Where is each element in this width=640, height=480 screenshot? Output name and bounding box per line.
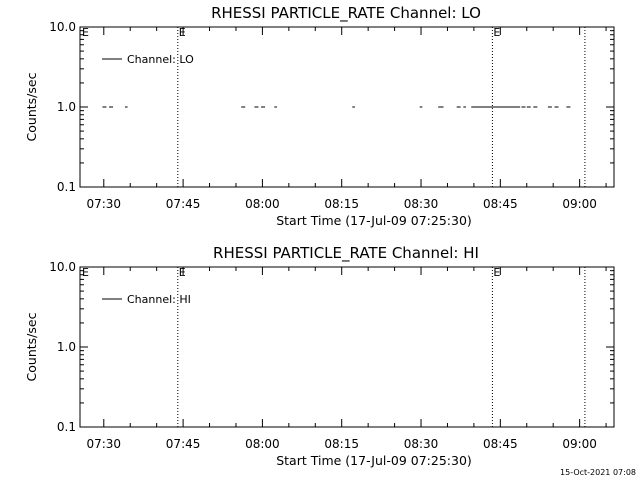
panel2-x-axis-label: Start Time (17-Jul-09 07:25:30) [276,453,472,468]
panel1-x-tick-label: 08:00 [245,197,280,211]
panel1-x-tick-label: 07:30 [86,197,121,211]
panel1-y-tick-label: 1.0 [57,100,76,114]
panel2-legend-label: Channel: HI [127,293,191,306]
panel1-legend-label: Channel: LO [127,53,194,66]
panel1-event-marker-label: E [493,26,500,39]
panel2-x-tick-label: 08:15 [324,437,359,451]
panel2-title: RHESSI PARTICLE_RATE Channel: HI [213,244,479,263]
panel1-title: RHESSI PARTICLE_RATE Channel: LO [211,4,481,23]
panel2-event-marker-label: E [179,266,186,279]
panel1-y-tick-label: 10.0 [49,20,76,34]
panel2-x-tick-label: 09:00 [562,437,597,451]
panel1-x-tick-label: 07:45 [166,197,201,211]
panel2-y-tick-label: 1.0 [57,340,76,354]
panel2-y-tick-label: 10.0 [49,260,76,274]
panel2-x-tick-label: 08:30 [404,437,439,451]
panel1-start-marker-label: E [82,26,89,39]
panel1-y-axis-label: Counts/sec [24,72,39,141]
panel2-x-tick-label: 08:00 [245,437,280,451]
panel1-event-marker-label: E [179,26,186,39]
panel1-x-tick-label: 08:30 [404,197,439,211]
panel2-plot-frame [79,266,615,428]
panel1-x-axis-label: Start Time (17-Jul-09 07:25:30) [276,213,472,228]
panel2-x-tick-label: 07:45 [166,437,201,451]
panel2-start-marker-label: E [82,266,89,279]
panel2-x-tick-label: 08:45 [483,437,518,451]
panel1-x-tick-label: 09:00 [562,197,597,211]
panel1-y-tick-label: 0.1 [57,180,76,194]
panel1-x-tick-label: 08:15 [324,197,359,211]
panel2-event-marker-label: E [493,266,500,279]
generation-timestamp: 15-Oct-2021 07:08 [560,468,636,477]
panel2-y-axis-label: Counts/sec [24,312,39,381]
panel2-x-tick-label: 07:30 [86,437,121,451]
panel2-y-tick-label: 0.1 [57,420,76,434]
panel1-x-tick-label: 08:45 [483,197,518,211]
